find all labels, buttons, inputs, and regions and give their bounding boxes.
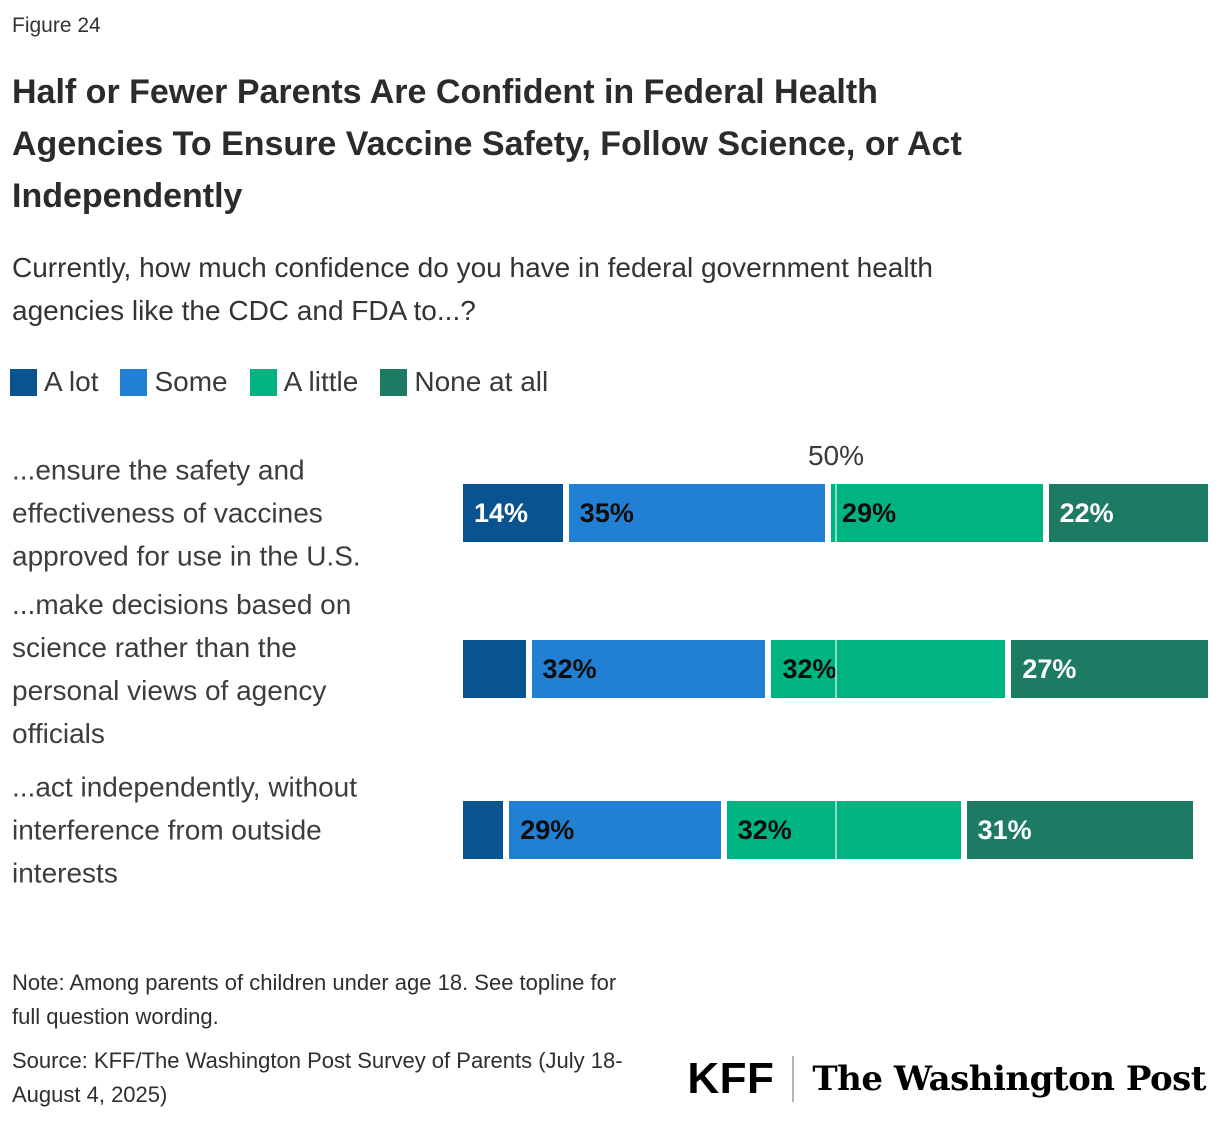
axis-marker-50: 50% bbox=[807, 440, 865, 471]
chart-row: ...make decisions based on science rathe… bbox=[0, 589, 1208, 749]
bar-segment-a-lot bbox=[463, 640, 526, 698]
legend-item-a-little: A little bbox=[249, 366, 359, 398]
gridline-50 bbox=[834, 484, 837, 542]
chart-area: 50% ...ensure the safety and effectivene… bbox=[0, 438, 1220, 918]
bar-value-label: 22% bbox=[1059, 497, 1114, 528]
bar-segment-a-little: 32% bbox=[771, 640, 1006, 698]
legend-swatch-none-at-all bbox=[380, 368, 408, 396]
legend-label: A little bbox=[283, 366, 359, 397]
bar-segment-a-little: 32% bbox=[726, 801, 961, 859]
washington-post-logo: The Washington Post bbox=[812, 1059, 1206, 1099]
legend-label: A lot bbox=[44, 366, 99, 397]
bar-value-label: 29% bbox=[842, 497, 897, 528]
note: Note: Among parents of children under ag… bbox=[12, 970, 617, 1029]
bar-segment-a-lot bbox=[463, 801, 504, 859]
bar-value-label: 31% bbox=[977, 814, 1032, 845]
source: Source: KFF/The Washington Post Survey o… bbox=[12, 1048, 623, 1107]
legend-item-some: Some bbox=[120, 366, 228, 398]
bar-value-label: 35% bbox=[579, 497, 634, 528]
legend-item-none-at-all: None at all bbox=[380, 366, 548, 398]
bar-segment-some: 29% bbox=[509, 801, 721, 859]
kff-logo: KFF bbox=[687, 1054, 775, 1103]
bar-value-label: 32% bbox=[542, 653, 597, 684]
bar-value-label: 29% bbox=[520, 814, 575, 845]
bar-segment-none-at-all: 27% bbox=[1011, 640, 1208, 698]
legend: A lot Some A little None at all bbox=[10, 366, 548, 398]
logo-divider bbox=[792, 1056, 795, 1102]
bar-segment-some: 32% bbox=[531, 640, 766, 698]
stacked-bar: 14% 35% 29% 22% bbox=[463, 484, 1208, 542]
bar-value-label: 27% bbox=[1022, 653, 1077, 684]
legend-swatch-a-lot bbox=[10, 368, 37, 396]
bar-segment-a-little: 29% bbox=[831, 484, 1043, 542]
legend-swatch-some bbox=[120, 368, 148, 396]
bar-segment-some: 35% bbox=[568, 484, 826, 542]
chart-title: Half or Fewer Parents Are Confident in F… bbox=[12, 73, 962, 215]
bar-value-label: 14% bbox=[474, 497, 529, 528]
bar-segment-a-lot: 14% bbox=[463, 484, 563, 542]
logo-block: KFF The Washington Post bbox=[687, 1054, 1206, 1104]
bar-value-label: 32% bbox=[737, 814, 792, 845]
gridline-50 bbox=[834, 640, 837, 698]
category-label: ...act independently, without interferen… bbox=[12, 771, 358, 889]
gridline-50 bbox=[834, 801, 837, 859]
figure-label: Figure 24 bbox=[12, 14, 101, 37]
category-label: ...make decisions based on science rathe… bbox=[12, 589, 352, 749]
bar-segment-none-at-all: 31% bbox=[966, 801, 1194, 859]
chart-row: ...ensure the safety and effectiveness o… bbox=[0, 455, 1208, 572]
stacked-bar: 29% 32% 31% bbox=[463, 801, 1208, 859]
legend-label: None at all bbox=[414, 366, 549, 397]
stacked-bar: 32% 32% 27% bbox=[463, 640, 1208, 698]
chart-row: ...act independently, without interferen… bbox=[0, 772, 1208, 889]
bar-segment-none-at-all: 22% bbox=[1048, 484, 1208, 542]
bar-value-label: 32% bbox=[782, 653, 837, 684]
legend-label: Some bbox=[154, 366, 228, 397]
category-label: ...ensure the safety and effectiveness o… bbox=[12, 454, 361, 572]
legend-item-a-lot: A lot bbox=[10, 366, 98, 398]
legend-swatch-a-little bbox=[249, 368, 277, 396]
chart-subtitle: Currently, how much confidence do you ha… bbox=[12, 252, 933, 326]
